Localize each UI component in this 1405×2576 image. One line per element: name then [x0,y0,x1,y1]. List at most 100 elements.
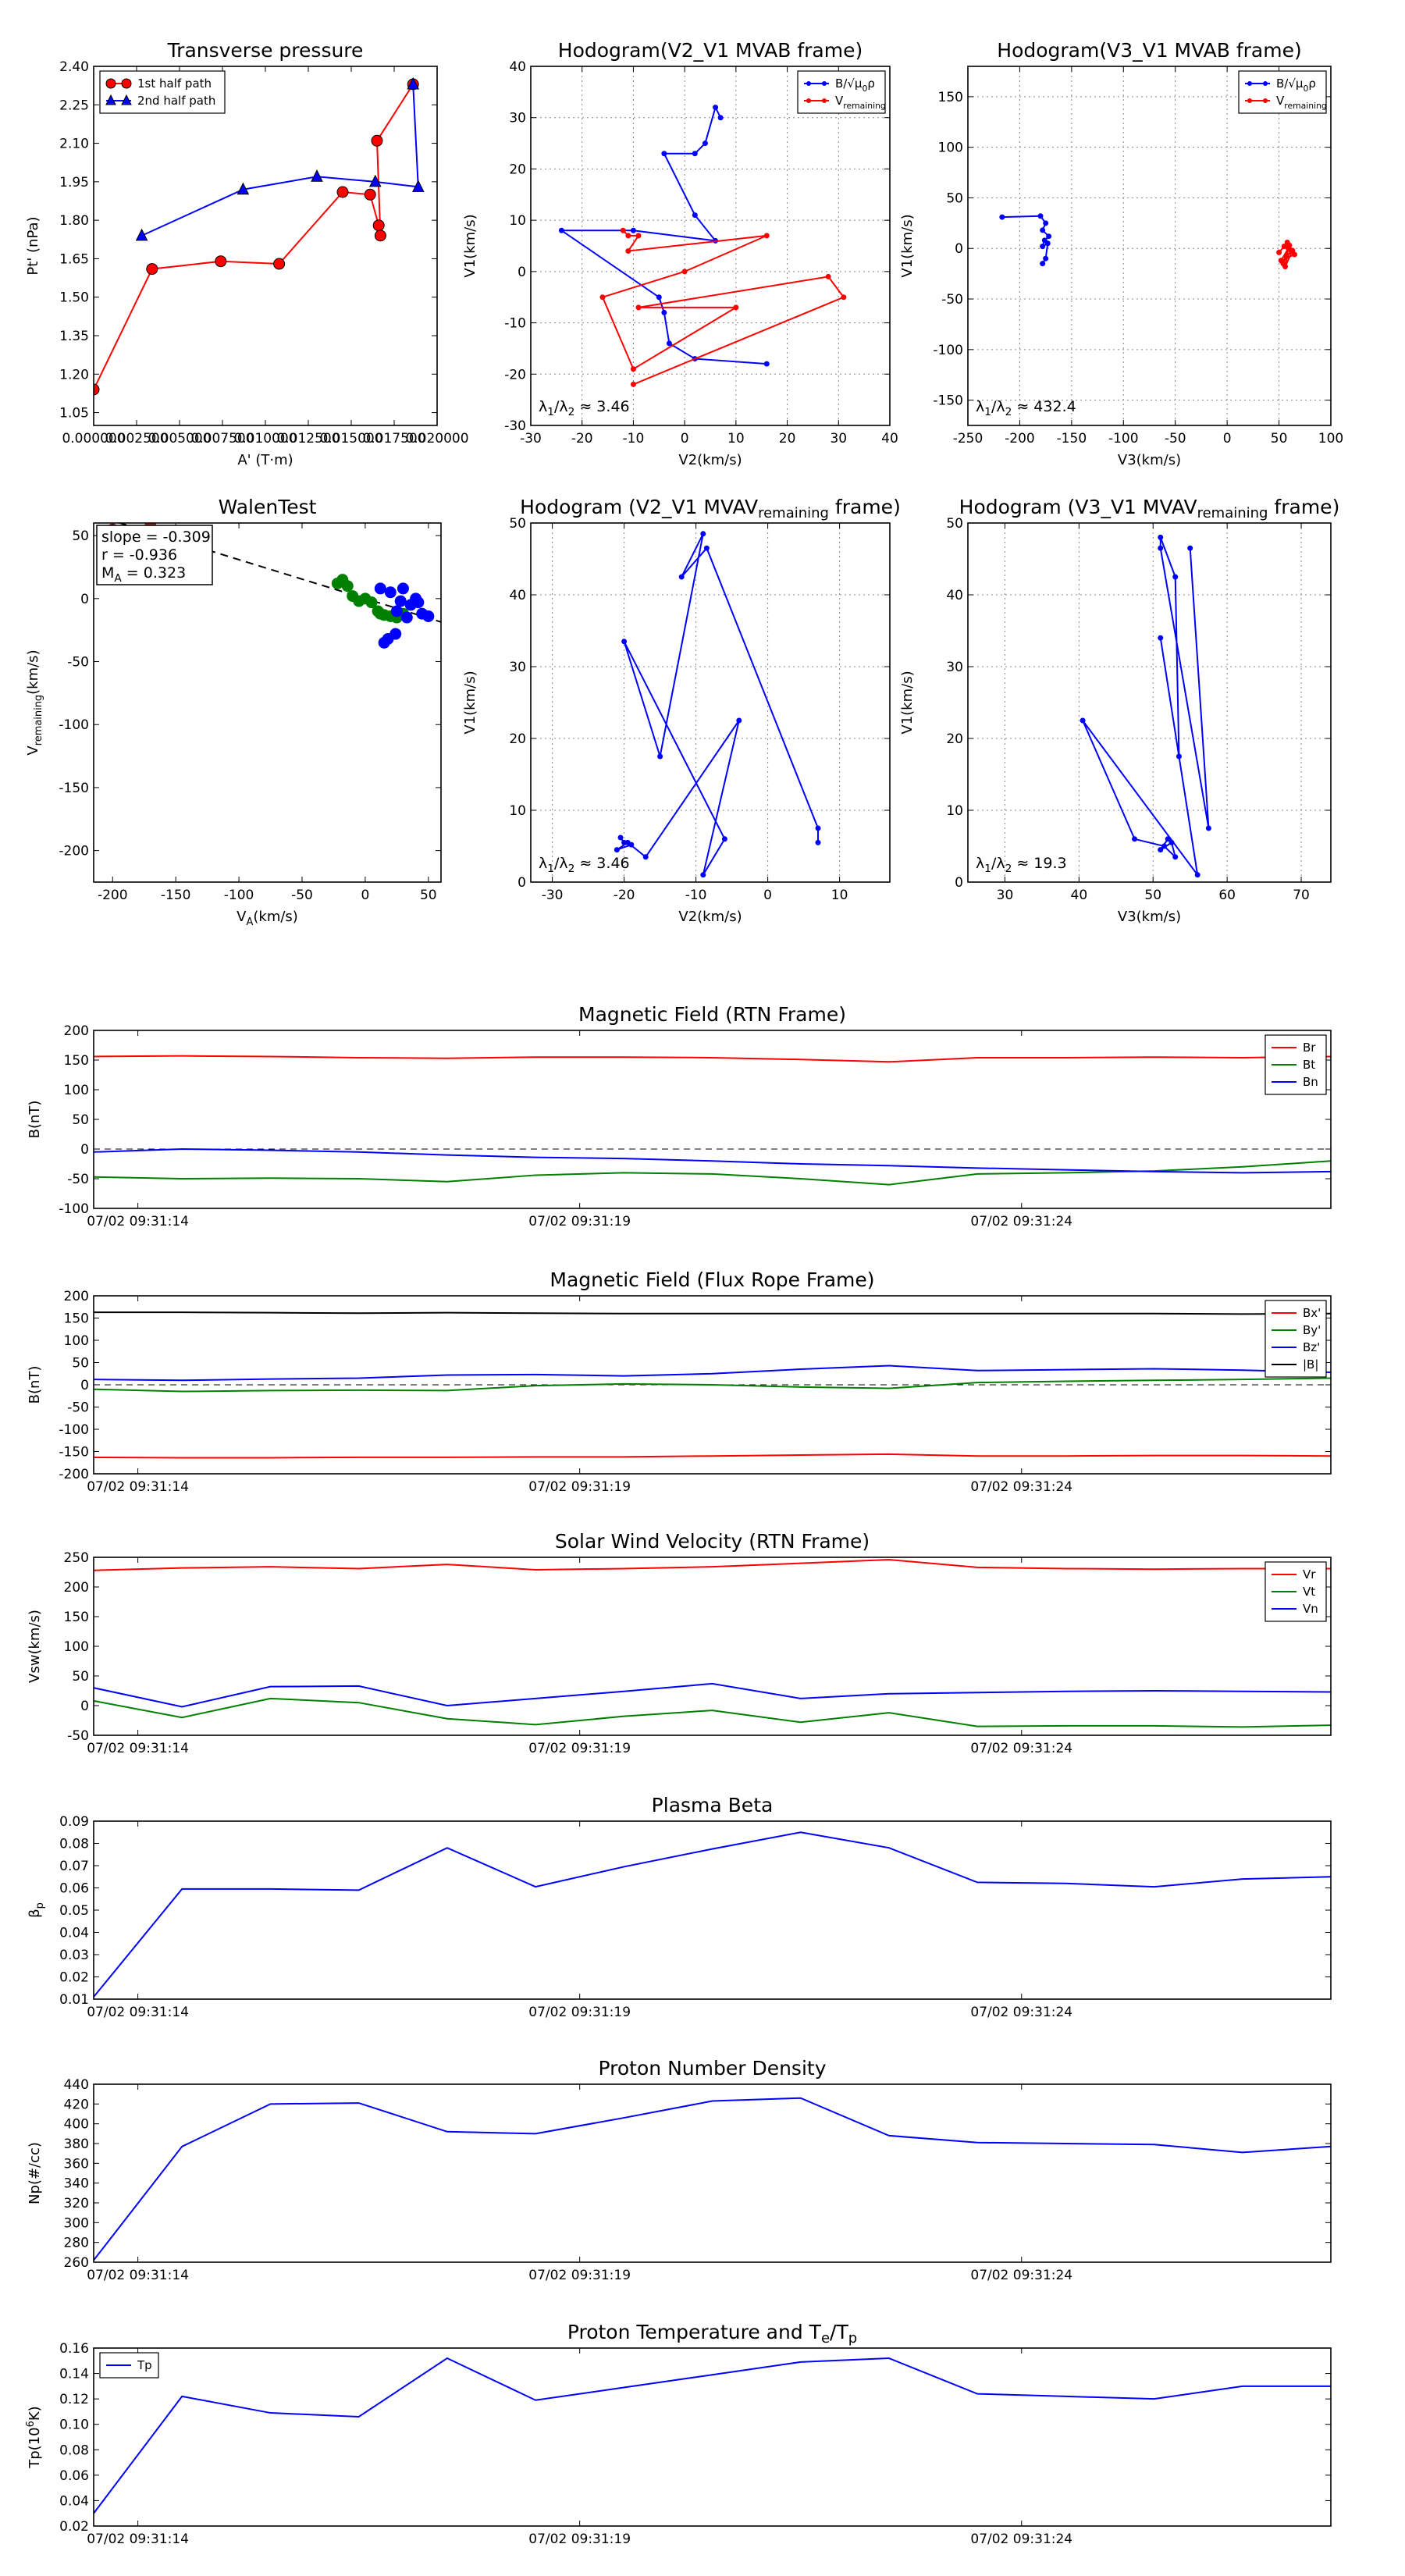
series-line-hodogram [616,533,819,876]
y-tick-label: 50 [946,516,963,532]
plot-area [558,105,847,387]
eigenvalue-ratio-label: λ1/λ2 ≈ 432.4 [976,398,1076,418]
x-tick-label: -100 [224,888,254,903]
data-point [815,825,821,831]
y-tick-label: 50 [72,1669,89,1685]
series-line-|B| [94,1311,1331,1315]
x-tick-label: 70 [1293,888,1310,903]
x-tick-label: 07/02 09:31:24 [970,1479,1072,1495]
data-point [336,186,349,198]
x-tick-label: 07/02 09:31:19 [528,2532,631,2547]
y-tick-label: 30 [946,660,963,675]
legend-label: B/√μ0ρ [1276,76,1316,94]
y-tick-label: 340 [64,2176,89,2192]
y-tick-label: 250 [64,1550,89,1566]
plot-area [94,76,425,396]
x-tick-label: -200 [98,888,128,903]
y-tick-label: -200 [59,844,89,859]
data-point [146,263,158,276]
y-tick-label: 0.16 [59,2341,89,2357]
data-point [374,229,386,242]
y-tick-label: -100 [59,1422,89,1438]
series-line-Bx' [94,1453,1331,1459]
legend-marker [121,94,132,105]
y-tick-label: 0 [80,1699,89,1714]
scatter-point [374,582,386,595]
legend-marker [121,78,132,89]
data-point [411,180,425,192]
y-tick-label: 0.07 [59,1859,89,1874]
x-tick-label: 0 [681,431,689,447]
y-axis-label: βp [27,1902,46,1918]
y-tick-label: -50 [941,292,963,308]
chart-proton-number-density: 07/02 09:31:14 07/02 09:31:19 07/02 09:31:… [27,2057,1332,2283]
data-point [621,639,628,645]
scatter-point [400,611,413,624]
x-tick-label: 07/02 09:31:14 [87,2268,189,2283]
data-point [700,531,706,537]
y-tick-label: 0 [80,1378,89,1393]
y-tick-label: 100 [64,1083,89,1098]
data-point [625,233,631,239]
series-line-Vn [94,1682,1331,1708]
x-tick-label: 07/02 09:31:24 [970,2268,1072,2283]
y-tick-label: 10 [946,803,963,819]
series-line-B/√(μ0ρ) [1001,215,1051,265]
y-tick-label: -50 [67,655,89,671]
y-tick-label: 150 [64,1053,89,1069]
x-tick-label: 07/02 09:31:19 [528,2005,631,2020]
legend-marker [806,98,811,103]
y-tick-label: 0 [955,241,963,257]
x-tick-label: 07/02 09:31:24 [970,2005,1072,2020]
data-point [642,854,649,860]
x-tick-label: -30 [520,431,542,447]
data-point [1187,545,1193,551]
data-point [736,717,742,724]
x-tick-label: 0.010000 [233,431,297,447]
legend-label: B/√μ0ρ [835,76,875,94]
legend-label: Vr [1303,1567,1316,1582]
x-tick-label: 0.012500 [276,431,340,447]
y-tick-label: 100 [64,1333,89,1349]
y-tick-label: 40 [946,588,963,603]
data-point [999,214,1005,220]
axes-frame [530,522,891,883]
y-tick-label: 50 [72,528,89,544]
scatter-point [394,595,407,607]
x-axis-label: V2(km/s) [678,452,742,468]
y-tick-label: 400 [64,2117,89,2133]
eigenvalue-ratio-label: λ1/λ2 ≈ 3.46 [539,855,630,875]
y-axis-label: V1(km/s) [462,671,478,734]
y-tick-label: 1.80 [59,213,89,229]
data-point [273,258,286,270]
y-tick-label: 0.12 [59,2392,89,2407]
data-point [815,839,821,845]
data-point [625,248,631,254]
data-point [1172,574,1179,580]
x-tick-label: 0.002500 [105,431,168,447]
y-axis-label: Vsw(km/s) [27,1610,43,1683]
plot-area [999,213,1297,270]
y-axis-label: Pt' (nPa) [25,216,41,275]
data-point [700,872,706,878]
x-tick-label: 10 [831,888,848,903]
chart-title: Proton Number Density [599,2057,827,2080]
data-point [1158,534,1164,540]
legend-marker [822,81,827,86]
data-point [614,847,620,853]
y-tick-label: 1.65 [59,251,89,267]
y-tick-label: 100 [64,1639,89,1655]
y-tick-label: 30 [509,111,526,126]
data-point [692,151,698,157]
y-tick-label: -100 [59,717,89,733]
data-point [630,366,636,372]
data-point [630,381,636,387]
y-tick-label: 0.06 [59,2468,89,2484]
data-point [1040,244,1046,250]
data-point [1281,244,1287,250]
y-tick-label: 1.95 [59,175,89,190]
data-point [1158,545,1164,551]
y-tick-label: 50 [509,516,526,532]
eigenvalue-ratio-label: λ1/λ2 ≈ 19.3 [976,855,1067,875]
